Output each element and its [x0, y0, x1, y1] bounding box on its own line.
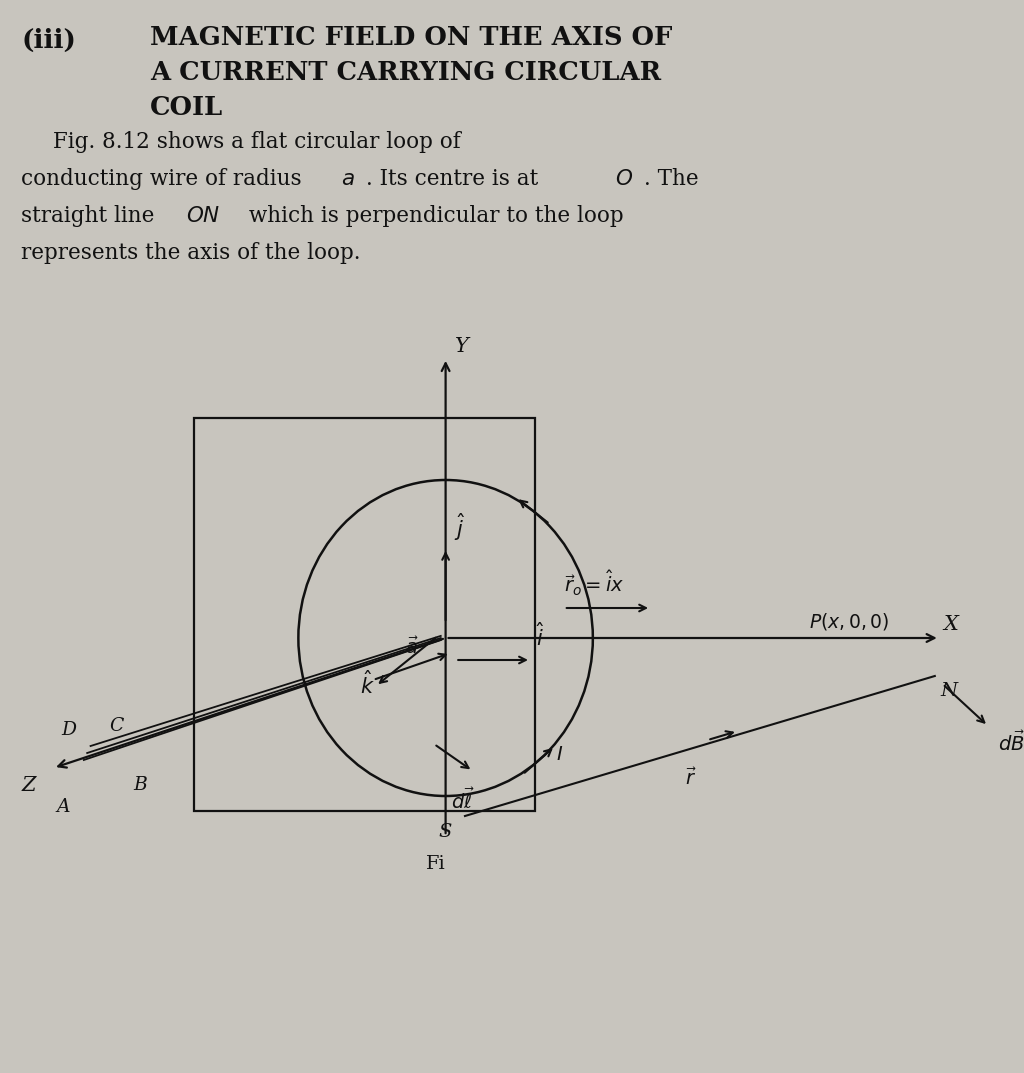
Text: $ON$: $ON$	[186, 205, 220, 227]
Text: $\hat{j}$: $\hat{j}$	[455, 512, 466, 543]
Text: S: S	[439, 823, 453, 841]
Text: $\vec{r}_o = \hat{i}x$: $\vec{r}_o = \hat{i}x$	[564, 569, 624, 598]
Text: Fig. 8.12 shows a flat circular loop of: Fig. 8.12 shows a flat circular loop of	[53, 131, 461, 153]
Text: $d\vec{\ell}$: $d\vec{\ell}$	[451, 788, 475, 813]
Text: B: B	[133, 776, 147, 794]
Text: $d\vec{B}$: $d\vec{B}$	[997, 731, 1024, 755]
Text: Z: Z	[22, 776, 36, 795]
Text: $\hat{i}$: $\hat{i}$	[536, 622, 545, 650]
Text: Y: Y	[456, 337, 469, 356]
Text: which is perpendicular to the loop: which is perpendicular to the loop	[243, 205, 624, 227]
Text: . The: . The	[644, 168, 698, 190]
Text: $\vec{a}$: $\vec{a}$	[404, 636, 419, 658]
Text: COIL: COIL	[151, 95, 223, 120]
Text: . Its centre is at: . Its centre is at	[367, 168, 546, 190]
Text: $O$: $O$	[615, 168, 633, 190]
Text: MAGNETIC FIELD ON THE AXIS OF: MAGNETIC FIELD ON THE AXIS OF	[151, 25, 673, 50]
Text: $\vec{r}$: $\vec{r}$	[685, 768, 697, 790]
Text: straight line: straight line	[22, 205, 162, 227]
Text: N: N	[941, 682, 957, 700]
Text: C: C	[110, 717, 124, 735]
Text: $I$: $I$	[556, 747, 563, 764]
Text: D: D	[61, 721, 76, 739]
Text: A: A	[56, 798, 70, 815]
Text: $P(x,0,0)$: $P(x,0,0)$	[809, 611, 889, 632]
Text: A CURRENT CARRYING CIRCULAR: A CURRENT CARRYING CIRCULAR	[151, 60, 662, 85]
Text: conducting wire of radius: conducting wire of radius	[22, 168, 309, 190]
Text: $a$: $a$	[341, 168, 354, 190]
Text: Fi: Fi	[426, 855, 445, 873]
Text: X: X	[943, 615, 958, 634]
Text: $\hat{k}$: $\hat{k}$	[360, 670, 375, 697]
Text: (iii): (iii)	[22, 28, 76, 53]
Text: represents the axis of the loop.: represents the axis of the loop.	[22, 242, 360, 264]
